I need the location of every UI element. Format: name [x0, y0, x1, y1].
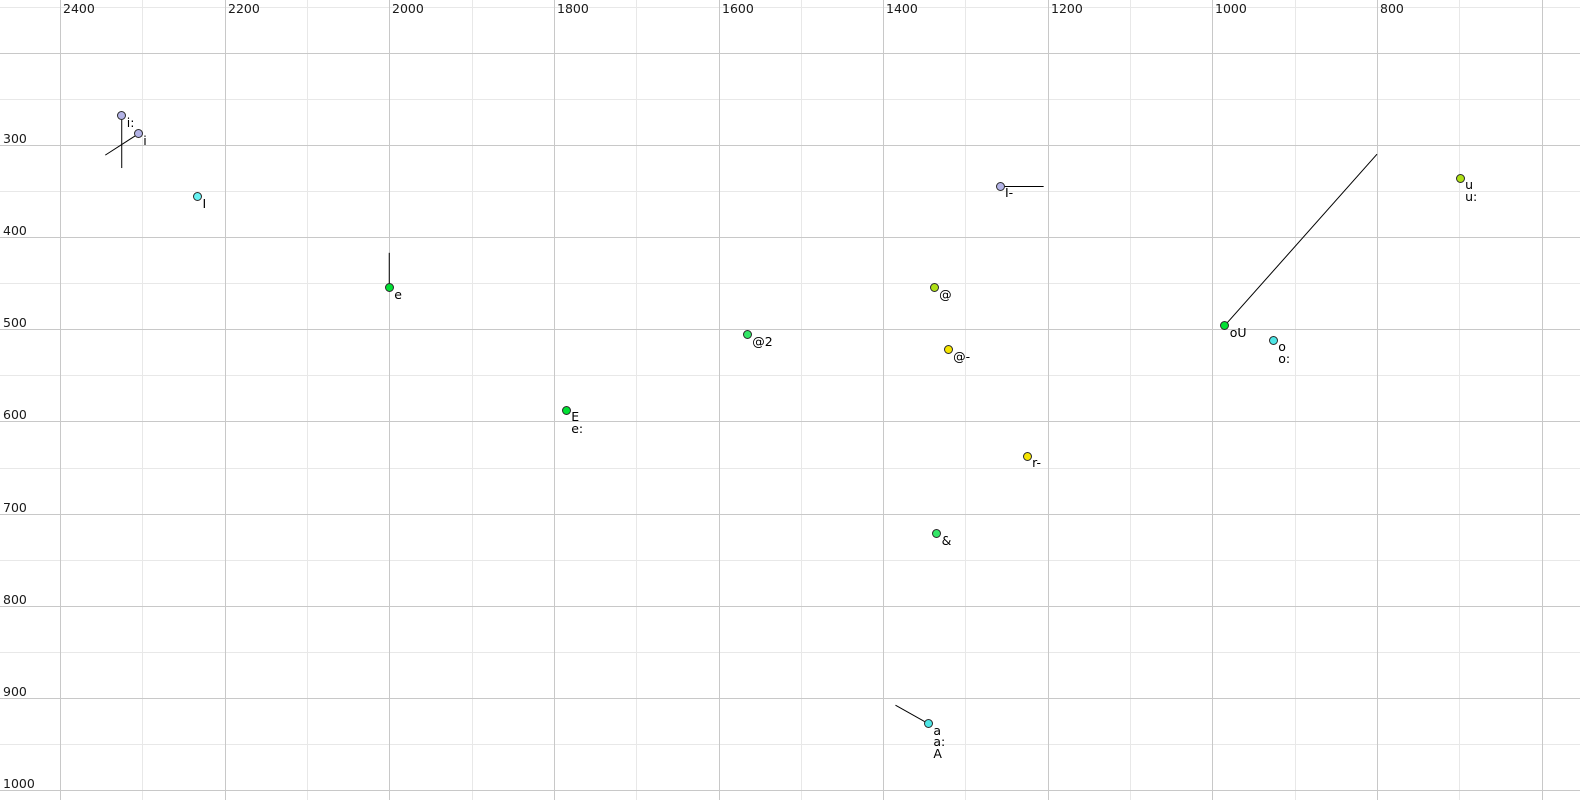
vowel-label-at-bar: @-: [953, 348, 971, 364]
x-tick-label: 800: [1380, 1, 1404, 16]
x-tick-label: 1200: [1051, 1, 1083, 16]
vowel-label-text: &: [941, 532, 952, 548]
vowel-marker-dot[interactable]: [943, 345, 953, 355]
x-tick-label: 2200: [228, 1, 260, 16]
vowel-marker-dot[interactable]: [133, 129, 143, 139]
x-tick-label: 2000: [392, 1, 424, 16]
vowel-marker-dot[interactable]: [923, 719, 933, 729]
vowel-label-text: A: [933, 745, 942, 761]
vowel-marker-dot[interactable]: [117, 111, 127, 120]
vowel-label-text: a: [933, 722, 942, 738]
formant-trajectory-i-short: [105, 133, 139, 156]
vowel-marker-dot[interactable]: [932, 529, 942, 539]
y-tick-label: 500: [3, 315, 27, 330]
y-tick-label: 300: [3, 131, 27, 146]
vowel-marker-dot[interactable]: [384, 283, 394, 293]
vowel-label-text: i: [143, 132, 147, 148]
vowel-label-text: @2: [752, 333, 773, 349]
formant-trajectory-oU: [1224, 153, 1378, 326]
vowel-marker-dot[interactable]: [995, 181, 1005, 191]
x-tick-label: 1600: [722, 1, 754, 16]
vowel-label-at-2: @2: [752, 333, 773, 349]
y-tick-label: 1000: [3, 776, 35, 791]
vowel-label-at: @: [939, 286, 952, 302]
vowel-label-text: @-: [953, 348, 971, 364]
y-tick-label: 900: [3, 684, 27, 699]
vowel-marker-dot[interactable]: [1022, 451, 1032, 461]
vowel-label-a: a a: A: [933, 722, 946, 761]
vowel-label-text: r-: [1032, 455, 1042, 471]
vowel-label-text: e:: [571, 420, 584, 436]
vowel-label-text: E: [571, 409, 580, 425]
y-tick-label: 700: [3, 500, 27, 515]
y-tick-label: 600: [3, 407, 27, 422]
vowel-label-text: e: [394, 286, 402, 302]
vowel-marker-dot[interactable]: [561, 405, 571, 415]
vowel-label-i-long: i:: [126, 114, 135, 130]
vowel-marker-dot[interactable]: [1455, 173, 1465, 183]
vowel-label-u: u u:: [1465, 179, 1477, 202]
vowel-marker-dot[interactable]: [192, 192, 202, 202]
vowel-label-r-bar: r-: [1032, 457, 1041, 469]
vowel-marker-dot[interactable]: [742, 330, 752, 340]
vowel-label-text: i:: [126, 114, 135, 130]
vowel-label-text: a:: [933, 734, 946, 750]
vowel-label-i-short: i: [143, 132, 147, 148]
x-tick-label: 1400: [886, 1, 918, 16]
x-tick-label: 2400: [63, 1, 95, 16]
formant-trajectories: [105, 115, 1378, 725]
x-tick-label: 1000: [1215, 1, 1247, 16]
vowel-label-I: I: [202, 195, 207, 211]
vowel-label-oU: oU: [1229, 324, 1247, 340]
vowel-label-I-bar: I-: [1005, 187, 1013, 199]
vowel-marker-dot[interactable]: [1268, 335, 1278, 345]
vowel-label-o: o o:: [1278, 341, 1290, 364]
vowel-label-e: e: [394, 286, 402, 302]
vowel-label-text: o:: [1278, 350, 1291, 366]
vowel-marker-dot[interactable]: [1220, 321, 1230, 331]
y-tick-label: 800: [3, 592, 27, 607]
vowel-label-text: oU: [1229, 324, 1247, 340]
x-tick-label: 1800: [557, 1, 589, 16]
vowel-label-text: @: [939, 286, 952, 302]
vowel-label-ampersand: &: [941, 532, 952, 548]
vowel-marker-dot[interactable]: [929, 283, 939, 293]
formant-trajectory-a: [895, 704, 929, 725]
vowel-label-text: o: [1278, 339, 1286, 355]
vowel-label-text: I: [202, 195, 207, 211]
vowel-label-text: I-: [1005, 185, 1014, 201]
y-tick-label: 400: [3, 223, 27, 238]
vowel-label-text: u: [1465, 177, 1474, 193]
vowel-label-text: u:: [1465, 188, 1478, 204]
